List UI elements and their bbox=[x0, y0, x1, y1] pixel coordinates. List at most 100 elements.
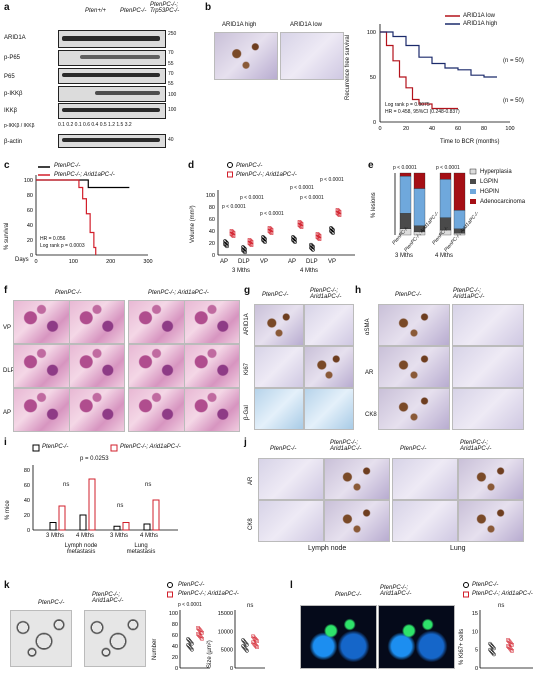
survival-x-tick: 100 bbox=[69, 259, 78, 265]
size-point-pten bbox=[242, 639, 246, 644]
mice-y-label: % mice bbox=[5, 500, 11, 520]
genotype-label: PtenPC-/-; Trp53PC-/- bbox=[150, 2, 180, 14]
size-y-tick: 15000 bbox=[218, 611, 233, 617]
he-image bbox=[69, 344, 125, 388]
ihc-image bbox=[324, 500, 390, 542]
x-category: DLP bbox=[306, 259, 318, 265]
survival-x-ticks: 0 100 200 300 bbox=[34, 259, 152, 265]
blot-row-label: β-actin bbox=[4, 139, 23, 145]
x-category: 3 Mths bbox=[46, 533, 65, 539]
pval: p < 0.0001 bbox=[320, 177, 344, 183]
volume-point-arid1a bbox=[297, 220, 302, 224]
volume-y-tick: 100 bbox=[206, 193, 215, 199]
x-category: AP bbox=[288, 259, 297, 265]
mice-y-tick: 80 bbox=[24, 468, 30, 474]
volume-plot-d: 0 20 40 60 80 100 bbox=[206, 162, 355, 259]
survival-x-label: Days bbox=[15, 257, 29, 263]
ki67-point-pten bbox=[492, 646, 496, 651]
he-image bbox=[128, 300, 185, 344]
group-label: 4 Mths bbox=[435, 253, 454, 259]
size-point-pten bbox=[243, 640, 247, 645]
km-x-tick: 20 bbox=[403, 126, 409, 132]
lesion-segment-adenocarcinoma bbox=[439, 172, 452, 180]
number-y-tick: 100 bbox=[169, 611, 178, 617]
size-point-pten bbox=[243, 646, 247, 651]
volume-point-arid1a bbox=[231, 234, 236, 238]
ki67-marks bbox=[488, 638, 514, 657]
ihc-image bbox=[254, 346, 304, 388]
number-point-pten bbox=[187, 644, 191, 648]
group-label: 3 Mths bbox=[395, 253, 414, 259]
size-point-arid1a bbox=[253, 642, 257, 647]
tissue-label: Lung bbox=[450, 545, 466, 552]
ihc-image bbox=[304, 388, 354, 430]
mice-y-ticks: 0 20 40 60 80 bbox=[24, 468, 30, 534]
survival-y-tick: 40 bbox=[27, 223, 33, 229]
number-point-arid1a bbox=[196, 632, 200, 636]
panel-label-k: k bbox=[4, 580, 10, 591]
column-title: PtenPC-/- bbox=[262, 292, 289, 298]
km-x-tick: 80 bbox=[481, 126, 487, 132]
km-stat-hr: HR = 0.458, 95%CI (0.248-0.837) bbox=[385, 109, 460, 115]
blot-row-label: p-IKKβ / IKKβ bbox=[4, 123, 35, 129]
mw-marker: 70 bbox=[168, 71, 174, 77]
volume-point-arid1a bbox=[267, 226, 272, 230]
volume-point-pten bbox=[330, 230, 334, 234]
he-image bbox=[184, 300, 240, 344]
volume-point-arid1a bbox=[335, 208, 340, 212]
mice-bar-arid1a bbox=[88, 478, 96, 531]
mice-bar-pten bbox=[79, 514, 87, 531]
organoid-y-ticks: 0 20 40 60 80 100 0 5000 10000 15000 bbox=[169, 611, 233, 672]
lesion-segment-hgpin bbox=[413, 188, 426, 226]
he-image bbox=[69, 388, 125, 432]
km-x-tick: 60 bbox=[455, 126, 461, 132]
ihc-image bbox=[452, 388, 524, 430]
legend-hgpin: HGPIN bbox=[480, 189, 500, 195]
column-title: PtenPC-/-; Arid1aPC-/- bbox=[380, 585, 412, 597]
volume-point-arid1a bbox=[230, 233, 235, 237]
x-category: DLP bbox=[238, 259, 250, 265]
size-point-arid1a bbox=[251, 634, 255, 639]
volume-y-tick: 20 bbox=[209, 241, 215, 247]
pval: p < 0.0001 bbox=[393, 165, 417, 171]
panel-label-h: h bbox=[355, 285, 362, 296]
volume-point-arid1a bbox=[297, 223, 302, 227]
row-label: ARID1A bbox=[244, 313, 250, 335]
volume-point-pten bbox=[224, 243, 228, 248]
volume-point-arid1a bbox=[248, 239, 253, 243]
ki67-point-arid1a bbox=[509, 641, 513, 646]
lesion-segment-adenocarcinoma bbox=[453, 172, 466, 211]
legend-arid1a-low: ARID1A low bbox=[463, 13, 496, 19]
ihc-image bbox=[254, 304, 304, 346]
mice-bars bbox=[49, 478, 160, 531]
panel-label-b: b bbox=[205, 2, 212, 13]
volume-point-pten bbox=[311, 247, 315, 252]
ihc-image-arid1a-low bbox=[280, 32, 344, 80]
ihc-image bbox=[254, 388, 304, 430]
km-y-ticks: 0 50 100 bbox=[367, 30, 376, 126]
panel-label-j: j bbox=[244, 437, 247, 448]
group-label: Lymph node metastasis bbox=[64, 543, 98, 555]
volume-point-pten bbox=[262, 239, 266, 243]
size-point-arid1a bbox=[254, 638, 258, 642]
size-point-pten bbox=[242, 645, 246, 650]
number-y-tick: 80 bbox=[172, 622, 178, 628]
number-y-tick: 40 bbox=[172, 644, 178, 650]
size-y-tick: 10000 bbox=[218, 629, 233, 635]
km-x-tick: 40 bbox=[429, 126, 435, 132]
column-title: PtenPC-/- bbox=[395, 292, 422, 298]
column-title: PtenPC-/-; Arid1aPC-/- bbox=[453, 288, 485, 300]
legend-pten: PtenPC-/- bbox=[42, 444, 69, 450]
ki67-point-arid1a bbox=[510, 649, 514, 653]
ihc-image-arid1a-high bbox=[214, 32, 278, 80]
group-label: 4 Mths bbox=[300, 268, 319, 274]
annotation-ns: ns bbox=[247, 603, 254, 609]
panel-label-a: a bbox=[4, 2, 10, 13]
volume-point-pten bbox=[263, 240, 267, 244]
row-label: VP bbox=[3, 325, 12, 331]
group-label: Lung metastasis bbox=[126, 543, 156, 555]
legend-arid1a-high: ARID1A high bbox=[463, 21, 498, 27]
size-point-pten bbox=[244, 647, 248, 652]
legend-pten: PtenPC-/- bbox=[236, 163, 263, 169]
volume-point-arid1a bbox=[229, 229, 234, 233]
